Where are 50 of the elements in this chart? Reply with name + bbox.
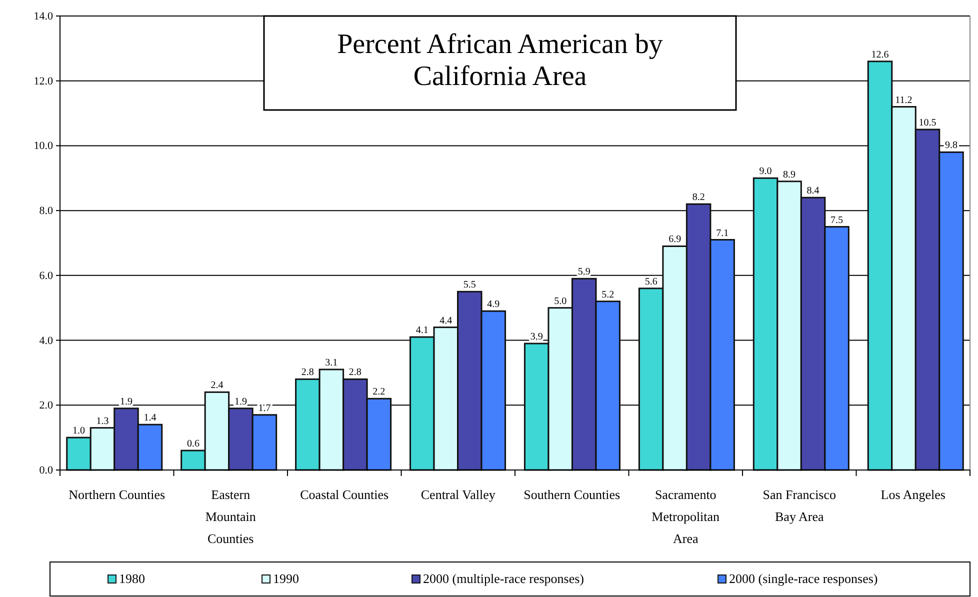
- y-tick-label: 0.0: [39, 464, 54, 477]
- x-tick-label: Los Angeles: [880, 487, 946, 502]
- y-tick-label: 12.0: [34, 75, 54, 88]
- x-tick-label: San Francisco Bay Area: [762, 487, 836, 524]
- data-label: 2.8: [301, 367, 314, 378]
- data-label: 3.1: [325, 357, 338, 368]
- data-label: 4.9: [487, 299, 500, 310]
- y-tick-label: 8.0: [39, 205, 54, 218]
- y-tick-label: 4.0: [39, 334, 54, 347]
- x-tick-label: Eastern Mountain Counties: [205, 487, 256, 546]
- data-label: 9.0: [759, 166, 772, 178]
- data-label: 1.7: [258, 402, 271, 414]
- y-tick-label: 14.0: [34, 10, 54, 23]
- x-tick-label: Southern Counties: [524, 487, 620, 502]
- data-label: 3.9: [530, 332, 543, 343]
- data-label: 4.4: [440, 315, 452, 326]
- text: Percent African American by California Area: [337, 29, 663, 92]
- data-label: 10.5: [918, 118, 936, 128]
- data-label: 5.5: [463, 280, 476, 291]
- legend-label: 1980: [119, 571, 145, 586]
- data-label: 8.4: [806, 186, 820, 197]
- data-label: 7.5: [830, 214, 844, 226]
- data-label: 2.4: [210, 380, 224, 392]
- data-label: 1.4: [144, 412, 156, 424]
- legend-label: 2000 (multiple-race responses): [423, 571, 584, 586]
- y-tick-label: 2.0: [39, 400, 54, 412]
- data-label: 11.2: [895, 94, 912, 106]
- data-label: 1.0: [72, 426, 85, 437]
- y-tick-label: 10.0: [34, 140, 54, 152]
- y-tick-label: 6.0: [39, 270, 54, 282]
- data-label: 5.0: [554, 296, 567, 307]
- x-tick-label: Central Valley: [420, 487, 496, 502]
- data-label: 4.1: [416, 325, 428, 336]
- data-label: 5.9: [578, 266, 590, 278]
- data-label: 2.8: [348, 367, 362, 378]
- data-label: 7.1: [716, 228, 729, 239]
- data-label: 5.2: [602, 289, 614, 300]
- x-tick-label: Northern Counties: [68, 487, 166, 502]
- data-label: 6.9: [668, 234, 682, 246]
- legend-label: 1990: [273, 571, 299, 586]
- data-label: 8.9: [783, 169, 796, 180]
- data-label: 5.6: [644, 276, 658, 288]
- x-tick-label: Sacramento Metropolitan Area: [652, 487, 720, 546]
- data-label: 12.6: [871, 49, 889, 60]
- data-label: 8.2: [692, 192, 705, 204]
- data-label: 2.2: [372, 386, 386, 398]
- legend-label: 2000 (single-race responses): [729, 571, 878, 586]
- data-label: 1.3: [96, 416, 109, 427]
- x-tick-label: Coastal Counties: [300, 487, 389, 502]
- data-label: 0.6: [186, 438, 200, 450]
